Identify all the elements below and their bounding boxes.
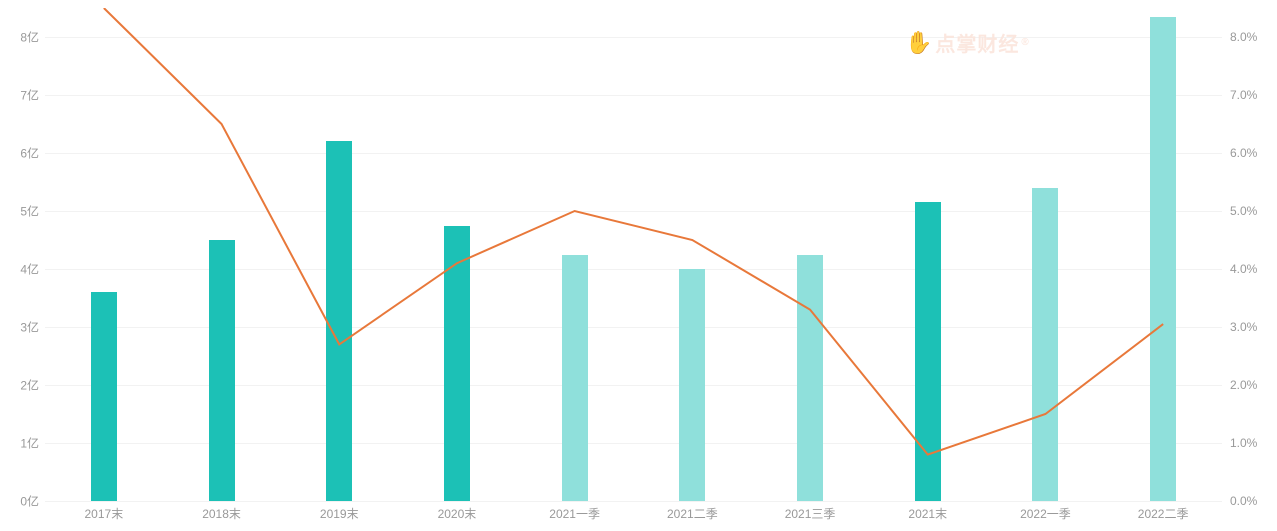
y-left-tick-label: 2亿: [5, 377, 39, 394]
y-right-tick-label: 3.0%: [1230, 320, 1257, 334]
y-left-tick-label: 6亿: [5, 145, 39, 162]
y-left-tick-label: 4亿: [5, 261, 39, 278]
y-left-tick-label: 1亿: [5, 435, 39, 452]
y-right-tick-label: 8.0%: [1230, 30, 1257, 44]
y-right-tick-label: 4.0%: [1230, 262, 1257, 276]
x-tick-label: 2021末: [908, 505, 947, 522]
x-tick-label: 2021二季: [667, 505, 718, 522]
bar[interactable]: [679, 269, 705, 501]
bar[interactable]: [1032, 188, 1058, 501]
bar[interactable]: [91, 292, 117, 501]
bar[interactable]: [562, 255, 588, 502]
y-left-tick-label: 7亿: [5, 87, 39, 104]
bar[interactable]: [209, 240, 235, 501]
watermark: ✋点掌财经®: [905, 28, 1030, 57]
y-left-tick-label: 5亿: [5, 203, 39, 220]
bar[interactable]: [797, 255, 823, 502]
y-left-tick-label: 0亿: [5, 493, 39, 510]
x-tick-label: 2017末: [84, 505, 123, 522]
x-tick-label: 2018末: [202, 505, 241, 522]
plot-area: 0亿1亿2亿3亿4亿5亿6亿7亿8亿0.0%1.0%2.0%3.0%4.0%5.…: [45, 8, 1222, 501]
registered-icon: ®: [1021, 37, 1029, 48]
grid-line: [45, 95, 1222, 96]
hand-icon: ✋: [905, 32, 933, 54]
bar[interactable]: [444, 226, 470, 502]
x-tick-label: 2020末: [438, 505, 477, 522]
grid-line: [45, 37, 1222, 38]
y-right-tick-label: 1.0%: [1230, 436, 1257, 450]
y-left-tick-label: 8亿: [5, 29, 39, 46]
bar[interactable]: [326, 141, 352, 501]
bar[interactable]: [915, 202, 941, 501]
x-tick-label: 2022一季: [1020, 505, 1071, 522]
combo-chart: 0亿 1亿 2亿 3亿 4亿 5亿 6亿 7亿 8亿 0.0% 1.0% 2.0% 3.0% 4.0% 5.…: [0, 0, 1277, 531]
x-tick-label: 2022二季: [1138, 505, 1189, 522]
y-right-tick-label: 2.0%: [1230, 378, 1257, 392]
y-right-tick-label: 6.0%: [1230, 146, 1257, 160]
x-tick-label: 2019末: [320, 505, 359, 522]
y-right-tick-label: 7.0%: [1230, 88, 1257, 102]
x-tick-label: 2021一季: [549, 505, 600, 522]
y-left-tick-label: 3亿: [5, 319, 39, 336]
y-right-tick-label: 5.0%: [1230, 204, 1257, 218]
bar[interactable]: [1150, 17, 1176, 501]
grid-line: [45, 153, 1222, 154]
y-right-tick-label: 0.0%: [1230, 494, 1257, 508]
x-tick-label: 2021三季: [785, 505, 836, 522]
watermark-text: 点掌财经: [935, 28, 1019, 57]
